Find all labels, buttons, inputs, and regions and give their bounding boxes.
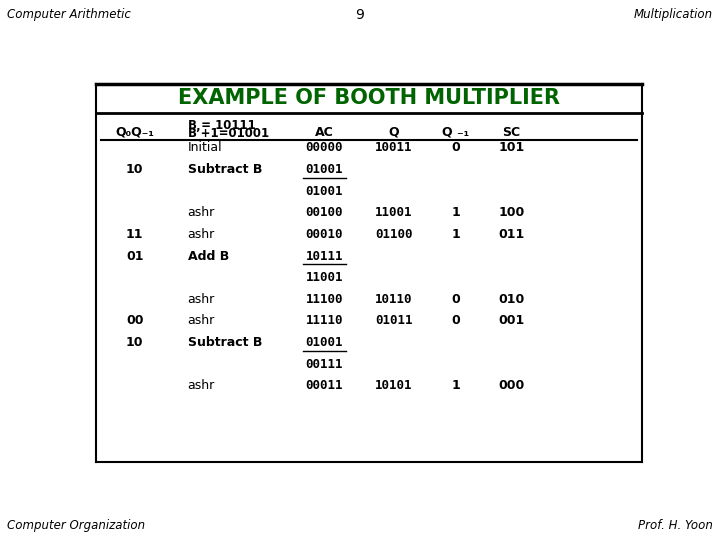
Text: 01011: 01011 <box>375 314 413 327</box>
Text: 11: 11 <box>126 228 143 241</box>
Text: 0: 0 <box>451 141 460 154</box>
Text: 9: 9 <box>356 8 364 22</box>
Text: ashr: ashr <box>188 228 215 241</box>
Bar <box>96 84 642 113</box>
Text: Q ₋₁: Q ₋₁ <box>442 126 469 139</box>
Text: 00010: 00010 <box>305 228 343 241</box>
Text: Q: Q <box>389 126 400 139</box>
Text: 101: 101 <box>498 141 524 154</box>
Text: 0: 0 <box>451 314 460 327</box>
Text: Add B: Add B <box>188 249 229 262</box>
Text: ashr: ashr <box>188 379 215 392</box>
Text: 1: 1 <box>451 379 460 392</box>
Text: B’+1=01001: B’+1=01001 <box>188 127 270 140</box>
Text: ashr: ashr <box>188 293 215 306</box>
Text: 10: 10 <box>126 336 143 349</box>
Text: 10111: 10111 <box>305 249 343 262</box>
Text: 10: 10 <box>126 163 143 176</box>
Text: 11001: 11001 <box>375 206 413 219</box>
Text: 01001: 01001 <box>305 163 343 176</box>
Text: Q₀Q₋₁: Q₀Q₋₁ <box>115 126 154 139</box>
Text: AC: AC <box>315 126 334 139</box>
Text: 010: 010 <box>498 293 524 306</box>
Text: Computer Organization: Computer Organization <box>7 519 145 532</box>
Text: 00011: 00011 <box>305 379 343 392</box>
Text: SC: SC <box>503 126 521 139</box>
Text: EXAMPLE OF BOOTH MULTIPLIER: EXAMPLE OF BOOTH MULTIPLIER <box>178 88 560 108</box>
Text: 11001: 11001 <box>305 271 343 284</box>
Text: Prof. H. Yoon: Prof. H. Yoon <box>638 519 713 532</box>
Text: Subtract B: Subtract B <box>188 336 262 349</box>
Text: 01100: 01100 <box>375 228 413 241</box>
Text: Multiplication: Multiplication <box>634 8 713 21</box>
Text: 1: 1 <box>451 206 460 219</box>
Text: 0: 0 <box>451 293 460 306</box>
Text: Initial: Initial <box>188 141 222 154</box>
Text: 11110: 11110 <box>305 314 343 327</box>
Text: 01001: 01001 <box>305 185 343 198</box>
Text: 001: 001 <box>498 314 524 327</box>
Text: 10110: 10110 <box>375 293 413 306</box>
Text: 00000: 00000 <box>305 141 343 154</box>
Text: 10101: 10101 <box>375 379 413 392</box>
Text: 00: 00 <box>126 314 143 327</box>
Text: 100: 100 <box>498 206 524 219</box>
Text: ashr: ashr <box>188 206 215 219</box>
Text: 000: 000 <box>498 379 524 392</box>
Text: 01: 01 <box>126 249 143 262</box>
Text: 00111: 00111 <box>305 357 343 370</box>
Text: 11100: 11100 <box>305 293 343 306</box>
Text: 1: 1 <box>451 228 460 241</box>
Text: Computer Arithmetic: Computer Arithmetic <box>7 8 131 21</box>
Text: 011: 011 <box>498 228 524 241</box>
Text: 00100: 00100 <box>305 206 343 219</box>
Text: ashr: ashr <box>188 314 215 327</box>
Text: 01001: 01001 <box>305 336 343 349</box>
Text: Subtract B: Subtract B <box>188 163 262 176</box>
Text: B = 10111: B = 10111 <box>188 119 256 132</box>
Text: 10011: 10011 <box>375 141 413 154</box>
